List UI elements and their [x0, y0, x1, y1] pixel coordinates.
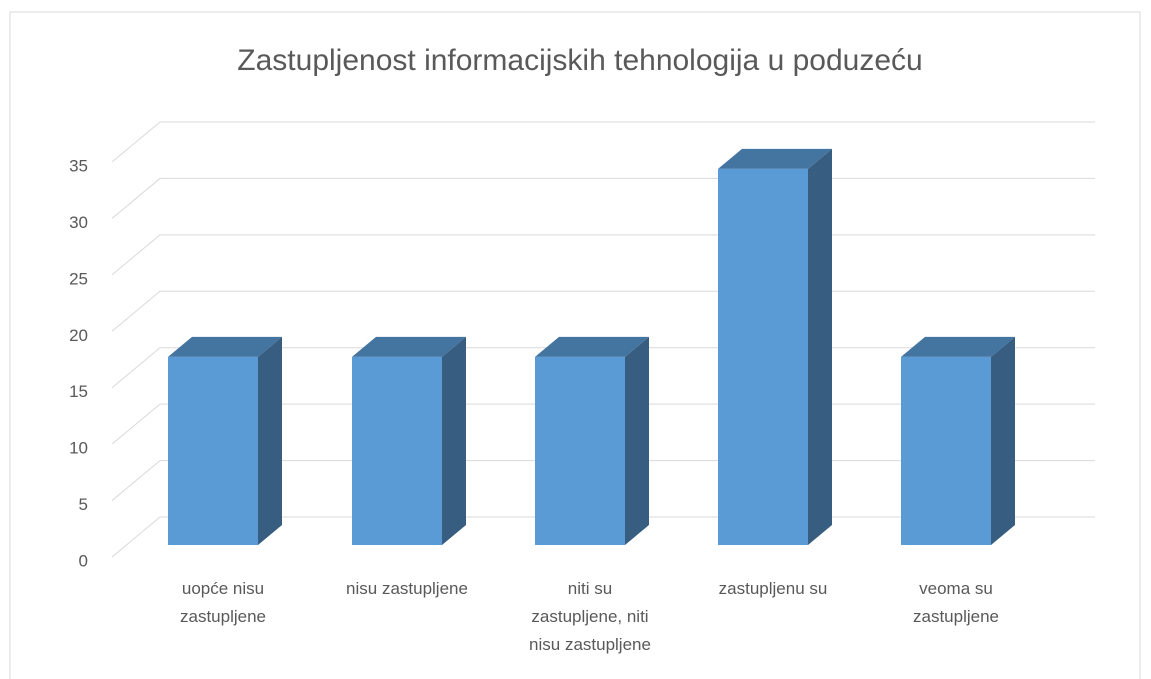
bar	[168, 356, 258, 545]
grid-line	[111, 121, 1095, 163]
y-tick-label: 10	[69, 439, 88, 458]
y-tick-label: 15	[69, 382, 88, 401]
x-tick-label-line: niti su	[568, 579, 612, 598]
x-tick-label: niti su zastupljene, niti nisu zastupljene	[529, 579, 651, 654]
x-tick-label-line: uopće nisu	[182, 579, 264, 598]
x-tick-label: veoma su zastupljene	[913, 579, 999, 626]
x-tick-label-line: zastupljenu su	[719, 579, 828, 598]
bar	[901, 356, 991, 545]
x-tick-label: zastupljenu su	[719, 579, 828, 598]
x-tick-label: uopće nisu zastupljene	[180, 579, 266, 626]
x-tick-label-line: nisu zastupljene	[346, 579, 468, 598]
y-tick-label: 25	[69, 269, 88, 288]
bar-side	[442, 336, 466, 545]
x-tick-label-line: zastupljene, niti	[531, 607, 648, 626]
bar	[535, 356, 625, 545]
x-tick-label-line: nisu zastupljene	[529, 635, 651, 654]
x-tick-label: nisu zastupljene	[346, 579, 468, 598]
bar-top	[901, 336, 1015, 357]
x-tick-label-line: zastupljene	[180, 607, 266, 626]
y-tick-label: 30	[69, 213, 88, 232]
x-tick-label-line: zastupljene	[913, 607, 999, 626]
bar-side	[625, 336, 649, 545]
bar	[352, 356, 442, 545]
y-tick-label: 35	[69, 156, 88, 175]
bar	[718, 168, 808, 545]
bar-top	[535, 336, 649, 357]
bar-side	[991, 336, 1015, 545]
y-tick-label: 0	[79, 551, 88, 570]
bar-top	[718, 148, 832, 169]
chart-title: Zastupljenost informacijskih tehnologija…	[237, 44, 922, 77]
bar-top	[168, 336, 282, 357]
y-tick-label: 20	[69, 326, 88, 345]
bar-side	[258, 336, 282, 545]
bar-side	[808, 148, 832, 545]
y-tick-label: 5	[79, 495, 88, 514]
bar-top	[352, 336, 466, 357]
x-tick-label-line: veoma su	[919, 579, 993, 598]
